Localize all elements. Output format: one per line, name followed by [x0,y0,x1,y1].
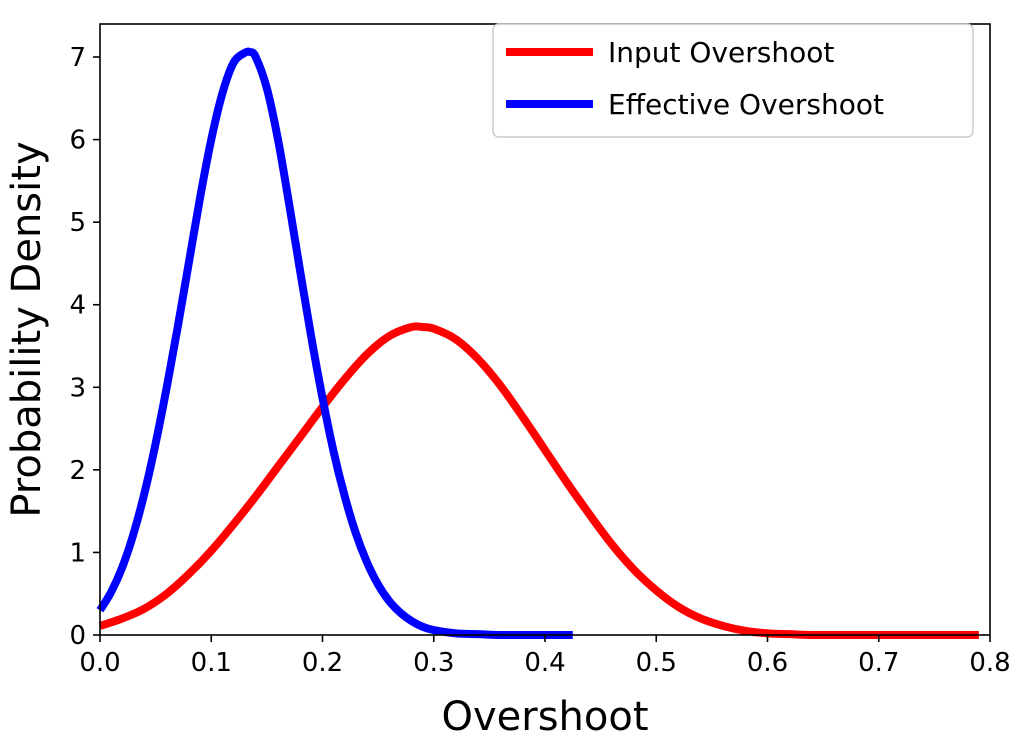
y-tick-label: 5 [69,208,86,238]
x-tick-label: 0.5 [636,648,677,678]
input-overshoot-line [98,322,979,640]
x-axis-ticks: 0.0 0.1 0.2 0.3 0.4 0.5 0.6 0.7 0.8 [79,635,1011,678]
y-tick-label: 3 [69,373,86,403]
x-tick-label: 0.0 [79,648,120,678]
y-tick-label: 1 [69,538,86,568]
x-tick-label: 0.8 [969,648,1010,678]
x-tick-label: 0.7 [858,648,899,678]
x-tick-label: 0.1 [191,648,232,678]
effective-overshoot-line [96,47,573,640]
y-tick-label: 6 [69,126,86,156]
legend-label-effective-overshoot: Effective Overshoot [608,88,884,121]
y-tick-label: 0 [69,621,86,651]
y-axis-ticks: 0 1 2 3 4 5 6 7 [69,43,100,651]
y-tick-label: 7 [69,43,86,73]
x-axis-title: Overshoot [441,694,648,736]
x-tick-label: 0.6 [747,648,788,678]
legend: Input Overshoot Effective Overshoot [492,23,974,138]
y-tick-label: 2 [69,456,86,486]
y-tick-label: 4 [69,291,86,321]
legend-box [492,23,974,138]
series-curves [96,47,979,640]
y-axis-title: Probability Density [4,141,50,517]
legend-label-input-overshoot: Input Overshoot [608,36,834,69]
x-tick-label: 0.2 [302,648,343,678]
x-tick-label: 0.3 [413,648,454,678]
x-tick-label: 0.4 [524,648,565,678]
